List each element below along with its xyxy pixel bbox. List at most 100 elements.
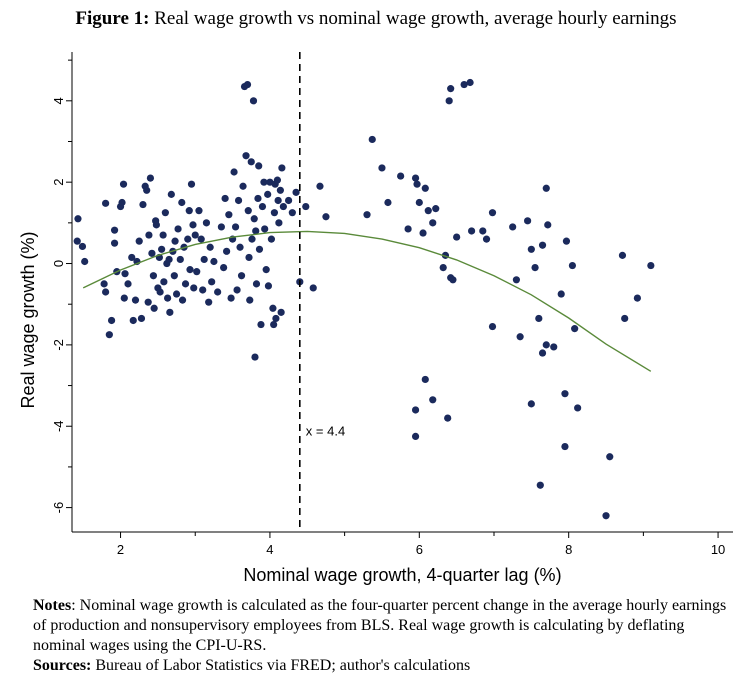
data-point — [411, 432, 420, 441]
data-point — [531, 263, 539, 272]
data-point — [527, 400, 535, 408]
data-point — [255, 245, 264, 253]
figure-label: Figure 1: — [75, 8, 150, 29]
data-point — [206, 243, 214, 251]
data-point — [237, 272, 246, 280]
data-point — [302, 202, 310, 211]
y-tick-label: -6 — [51, 502, 66, 514]
data-point — [647, 261, 655, 270]
data-point — [225, 211, 233, 219]
data-point — [527, 245, 535, 253]
data-point — [165, 255, 173, 264]
data-point — [270, 209, 279, 217]
y-axis-label: Real wage growth (%) — [18, 231, 38, 408]
data-point — [107, 316, 116, 325]
data-point — [170, 272, 178, 280]
data-point — [482, 235, 491, 243]
data-point — [139, 200, 147, 209]
data-point — [415, 198, 423, 207]
data-point — [264, 190, 272, 198]
y-tick-label: 0 — [51, 260, 66, 267]
data-point — [544, 221, 552, 229]
data-point — [105, 331, 113, 339]
data-point — [160, 278, 168, 286]
vline-label: x = 4.4 — [306, 423, 345, 438]
data-point — [159, 231, 167, 239]
data-point — [439, 263, 447, 272]
data-point — [145, 231, 153, 239]
data-point — [602, 512, 610, 520]
data-point — [561, 390, 569, 398]
data-point — [562, 237, 571, 245]
x-tick-label: 10 — [711, 542, 725, 557]
data-point — [231, 223, 240, 231]
data-point — [102, 288, 110, 296]
data-point — [309, 284, 317, 292]
data-point — [199, 286, 207, 294]
data-point — [247, 158, 255, 166]
data-point — [156, 288, 164, 296]
data-point — [252, 280, 261, 288]
data-point — [284, 196, 293, 205]
data-point — [262, 266, 270, 274]
data-point — [197, 235, 205, 243]
data-point — [131, 296, 140, 304]
y-tick-label: 4 — [51, 97, 66, 104]
data-point — [257, 320, 265, 329]
sources-paragraph: Sources: Bureau of Labor Statistics via … — [33, 656, 733, 676]
data-point — [191, 231, 199, 239]
data-point — [78, 242, 87, 251]
data-point — [244, 207, 252, 215]
data-point — [214, 288, 222, 296]
data-point — [81, 257, 89, 266]
sources-label: Sources: — [33, 657, 92, 674]
data-point — [618, 251, 627, 259]
data-point — [561, 442, 569, 451]
data-point — [120, 294, 128, 302]
x-tick-label: 4 — [266, 542, 273, 557]
data-point — [121, 270, 129, 278]
data-point — [186, 266, 194, 274]
data-point — [444, 414, 452, 422]
data-point — [118, 198, 126, 207]
data-point — [538, 241, 547, 249]
data-point — [184, 235, 192, 243]
data-point — [453, 233, 461, 241]
data-point — [172, 290, 181, 298]
data-point — [239, 182, 247, 190]
data-point — [633, 294, 641, 302]
data-point — [146, 174, 155, 182]
data-point — [429, 396, 437, 404]
notes-label: Notes — [33, 597, 72, 614]
data-point — [404, 225, 412, 233]
data-point — [249, 97, 258, 105]
data-point — [236, 243, 244, 251]
data-point — [536, 481, 544, 489]
data-point — [363, 211, 371, 219]
data-point — [176, 255, 184, 264]
data-point — [144, 298, 152, 306]
data-point — [277, 308, 285, 316]
data-point — [252, 227, 260, 235]
data-point — [445, 97, 453, 105]
data-point — [202, 219, 211, 227]
data-point — [135, 237, 143, 245]
data-point — [384, 198, 392, 207]
data-point — [397, 172, 405, 180]
data-point — [152, 221, 160, 229]
data-point — [411, 174, 420, 182]
data-point — [187, 180, 196, 188]
data-point — [251, 353, 259, 361]
data-point — [255, 162, 263, 170]
data-point — [230, 168, 238, 176]
x-axis: 2 4 6 8 10 — [72, 531, 733, 557]
data-point — [149, 272, 158, 280]
data-point — [166, 308, 174, 316]
data-point — [73, 237, 81, 245]
data-point — [479, 227, 487, 235]
data-point — [535, 314, 543, 323]
data-point — [413, 180, 421, 188]
data-point — [272, 314, 280, 323]
data-point — [269, 304, 277, 312]
data-point — [411, 406, 420, 414]
